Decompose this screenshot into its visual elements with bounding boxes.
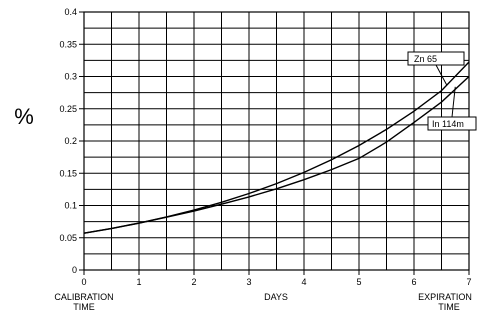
y-tick-label: 0.35 xyxy=(59,39,77,49)
y-tick-label: 0.25 xyxy=(59,104,77,114)
y-tick-label: 0.4 xyxy=(64,7,77,17)
y-tick-label: 0.3 xyxy=(64,72,77,82)
x-tick-label: 7 xyxy=(466,277,471,287)
y-tick-label: 0 xyxy=(72,265,77,275)
y-tick-label: 0.2 xyxy=(64,136,77,146)
x-axis-label: DAYS xyxy=(264,292,288,302)
x-tick-label: 2 xyxy=(191,277,196,287)
series-lines xyxy=(83,61,470,234)
x-tick-label: 4 xyxy=(301,277,306,287)
legend-zn65: Zn 65 xyxy=(407,51,465,66)
x-annotation-right-line2: TIME xyxy=(438,302,460,312)
legend-leader-zn65 xyxy=(435,64,448,86)
x-annotation-left-line2: TIME xyxy=(73,302,95,312)
legend-leader-in114m xyxy=(451,86,456,118)
x-annotation-right-line1: EXPIRATION xyxy=(418,292,472,302)
x-tick-label: 5 xyxy=(356,277,361,287)
y-tick-label: 0.05 xyxy=(59,233,77,243)
x-tick-label: 1 xyxy=(136,277,141,287)
y-axis-label: % xyxy=(14,104,34,129)
x-annotation-left-line1: CALIBRATION xyxy=(54,292,113,302)
y-tick-label: 0.15 xyxy=(59,168,77,178)
legend-in114m: In 114m xyxy=(427,116,477,131)
tick-labels: 0 0.05 0.1 0.15 0.2 0.25 0.3 0.35 0.4 0 1 2 3 4 5 6 7 xyxy=(59,7,471,287)
y-tick-label: 0.1 xyxy=(64,201,77,211)
grid xyxy=(83,11,470,271)
legend-label-zn65: Zn 65 xyxy=(414,54,437,64)
x-tick-label: 3 xyxy=(246,277,251,287)
x-tick-label: 6 xyxy=(411,277,416,287)
legend-label-in114m: In 114m xyxy=(432,119,464,129)
axes xyxy=(79,11,470,275)
x-tick-label: 0 xyxy=(81,277,86,287)
series-line-in114m xyxy=(83,75,470,234)
